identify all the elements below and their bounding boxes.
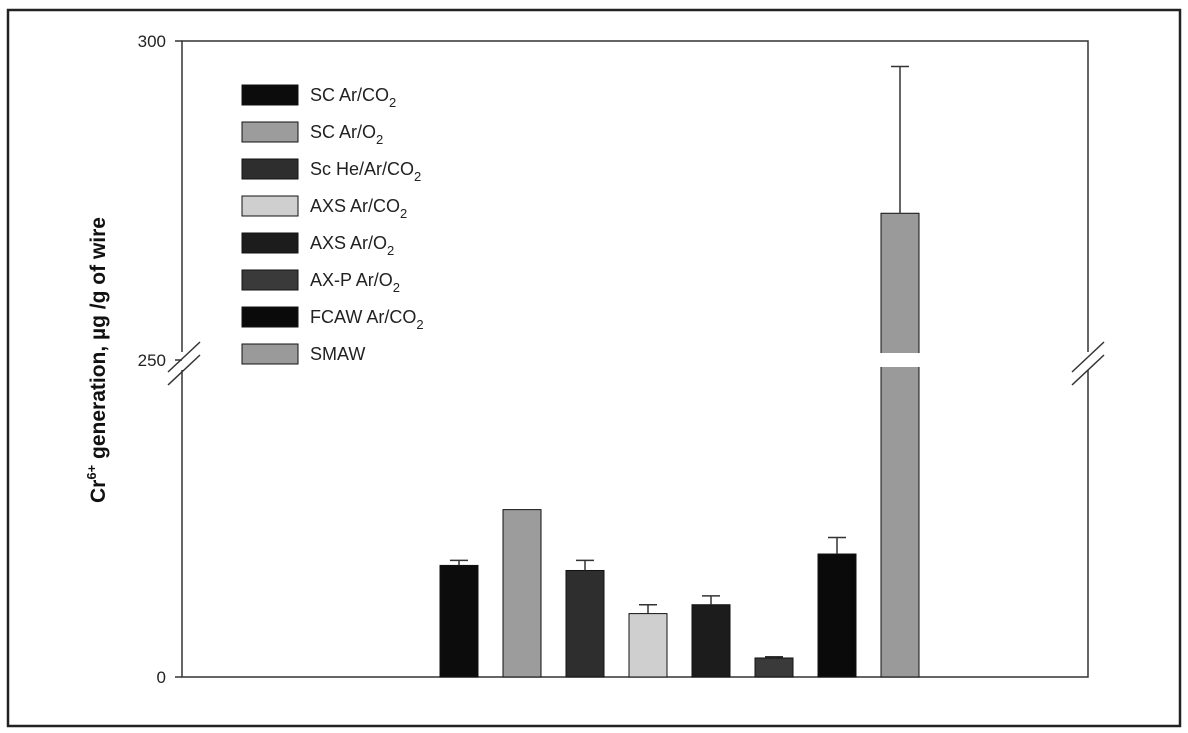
y-tick-label: 250 [138, 351, 166, 370]
bar [439, 564, 479, 678]
legend-label: SMAW [310, 344, 365, 364]
bar [817, 553, 857, 678]
legend-swatch [241, 306, 299, 328]
bars [439, 65, 921, 678]
legend: SC Ar/CO2 SC Ar/O2 Sc He/Ar/CO2 AXS Ar/CO2 A… [241, 84, 424, 365]
legend-label: SC Ar/CO2 [310, 85, 396, 110]
y-tick-label: 300 [138, 32, 166, 51]
legend-swatch [241, 158, 299, 180]
legend-label: AXS Ar/CO2 [310, 196, 407, 221]
legend-swatch [241, 84, 299, 106]
y-axis-label: Cr6+ generation, µg /g of wire [84, 217, 110, 503]
legend-label: AX-P Ar/O2 [310, 270, 400, 295]
legend-swatch [241, 232, 299, 254]
legend-swatch [241, 195, 299, 217]
y-ticks: 0 250 300 [138, 32, 182, 687]
legend-swatch [241, 121, 299, 143]
bar [754, 657, 794, 678]
legend-label: AXS Ar/O2 [310, 233, 394, 258]
y-tick-label: 0 [157, 668, 166, 687]
bar [880, 212, 920, 678]
legend-label: SC Ar/O2 [310, 122, 383, 147]
legend-swatch [241, 269, 299, 291]
bar [628, 613, 668, 678]
axis-break-right [1071, 341, 1105, 386]
axis-break-left [167, 341, 201, 386]
legend-label: FCAW Ar/CO2 [310, 307, 424, 332]
legend-label: Sc He/Ar/CO2 [310, 159, 421, 184]
bar [565, 569, 605, 678]
bar [502, 509, 542, 678]
legend-swatch [241, 343, 299, 365]
bar-break-gap [879, 353, 921, 367]
bar [691, 604, 731, 678]
